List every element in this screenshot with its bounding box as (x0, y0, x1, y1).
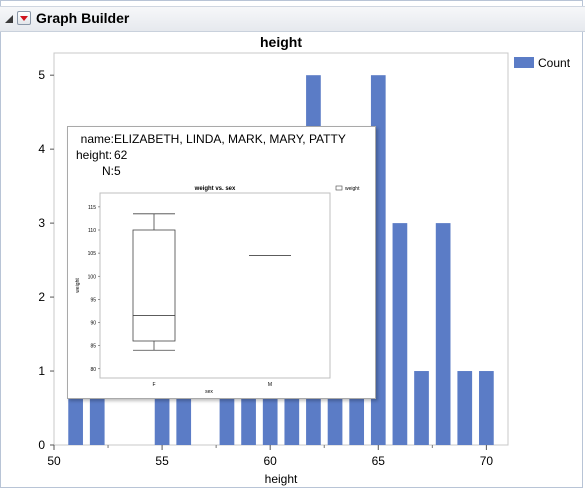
y-tick-label: 2 (38, 290, 45, 304)
collapse-disclosure-icon[interactable] (3, 13, 15, 25)
tooltip-row-n: N:5 (76, 164, 121, 178)
thumb-y-tick-label: 90 (90, 321, 96, 327)
thumb-y-axis-label: weight (75, 278, 81, 293)
tooltip-key: name: (80, 132, 114, 146)
thumbnail-box-plot: weight vs. sex 80 85 90 95 100 105 110 115 weight… (73, 182, 366, 395)
tooltip-key: height: (76, 148, 113, 162)
thumb-y-tick-label: 105 (88, 251, 97, 257)
thumb-plot-area (99, 192, 331, 379)
thumb-y-tick-label: 115 (88, 205, 96, 211)
bar (435, 223, 451, 445)
bar (392, 223, 408, 445)
tooltip-row-height: height: 62 (76, 148, 127, 162)
x-tick-label: 60 (264, 454, 278, 468)
legend-swatch (514, 57, 534, 68)
tooltip-value: 5 (114, 164, 121, 178)
tooltip-value: ELIZABETH, LINDA, MARK, MARY, PATTY (114, 132, 346, 146)
x-tick-label: 55 (155, 454, 169, 468)
bar (414, 371, 429, 445)
y-tick-label: 0 (38, 438, 45, 452)
tooltip-row-name: name:ELIZABETH, LINDA, MARK, MARY, PATTY (76, 132, 346, 146)
x-tick-label: 70 (480, 454, 494, 468)
tooltip-value: 62 (114, 148, 128, 162)
x-tick-label: 65 (372, 454, 386, 468)
y-tick-label: 3 (38, 216, 45, 230)
thumb-x-axis-label: sex (205, 389, 213, 395)
thumb-x-tick-label: F (152, 382, 155, 388)
thumb-y-tick-label: 85 (90, 344, 96, 350)
thumb-x-tick-label: M (268, 382, 272, 388)
y-tick-label: 5 (38, 68, 45, 82)
thumb-y-tick-label: 80 (90, 367, 96, 373)
x-tick-label: 50 (47, 454, 61, 468)
thumb-legend-box-icon (335, 185, 343, 191)
thumb-title: weight vs. sex (194, 186, 236, 192)
tooltip-key: N: (102, 164, 114, 178)
y-tick-label: 1 (38, 364, 45, 378)
hover-tooltip: name:ELIZABETH, LINDA, MARK, MARY, PATTY… (67, 126, 376, 399)
thumb-legend-label: weight (345, 186, 360, 192)
red-triangle-menu-button[interactable] (17, 11, 31, 25)
legend-label: Count (538, 56, 571, 70)
x-axis-label: height (265, 472, 298, 486)
y-tick-label: 4 (38, 142, 45, 156)
thumb-y-tick-label: 100 (88, 274, 97, 280)
chart-title: height (260, 34, 302, 50)
thumb-y-tick-label: 95 (90, 297, 96, 303)
thumb-box (132, 229, 176, 342)
app-title: Graph Builder (36, 10, 130, 26)
thumb-y-tick-label: 110 (88, 228, 96, 234)
bar (479, 371, 494, 445)
bar (457, 371, 473, 445)
title-bar: Graph Builder (0, 6, 585, 32)
